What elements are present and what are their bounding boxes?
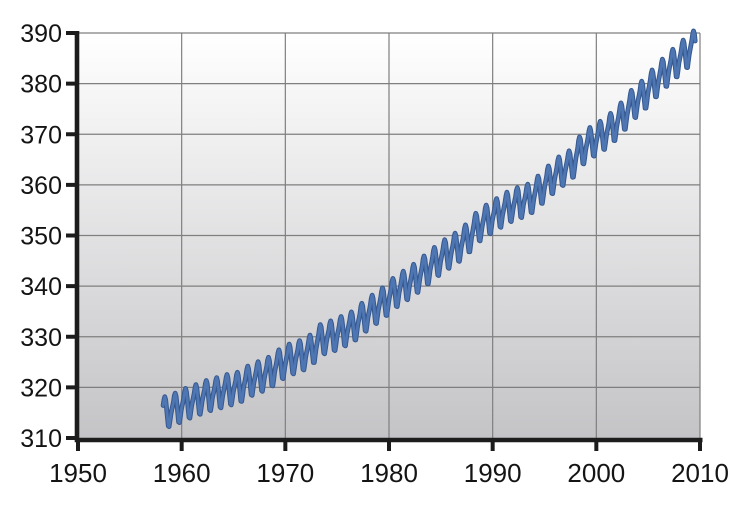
x-tick-label-1950: 1950	[49, 458, 107, 488]
y-tick-label-310: 310	[20, 425, 62, 453]
co2-line	[161, 29, 697, 429]
x-tick-label-1970: 1970	[256, 458, 314, 488]
x-tick-label-1960: 1960	[153, 458, 211, 488]
x-tick-label-1990: 1990	[464, 458, 522, 488]
y-tick-label-390: 390	[20, 20, 62, 48]
x-tick-label-2000: 2000	[567, 458, 625, 488]
x-tick-label-1980: 1980	[360, 458, 418, 488]
y-tick-label-320: 320	[20, 374, 62, 402]
y-tick-label-360: 360	[20, 172, 62, 200]
y-tick-label-330: 330	[20, 324, 62, 352]
y-tick-label-380: 380	[20, 71, 62, 99]
y-tick-label-370: 370	[20, 121, 62, 149]
y-tick-label-350: 350	[20, 223, 62, 251]
y-tick-label-340: 340	[20, 273, 62, 301]
x-tick-label-2010: 2010	[671, 458, 729, 488]
